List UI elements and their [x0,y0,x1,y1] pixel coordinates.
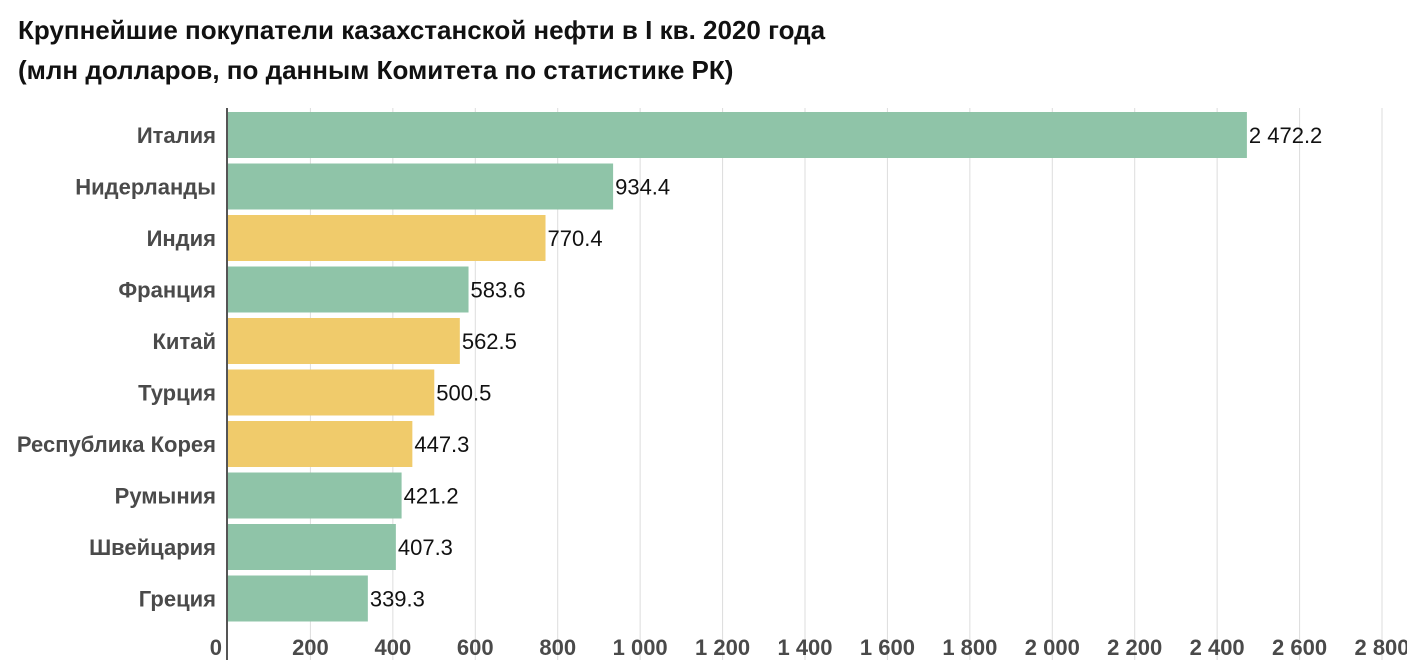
x-tick-label: 0 [210,635,222,660]
data-label: 934.4 [615,175,670,200]
category-label: Индия [147,226,216,251]
category-label: Турция [138,381,216,406]
chart-title: Крупнейшие покупатели казахстанской нефт… [18,15,826,45]
data-label: 770.4 [548,226,603,251]
x-tick-label: 1 600 [860,635,915,660]
category-label: Нидерланды [75,175,216,200]
category-label: Румыния [115,484,216,509]
category-label: Франция [118,278,216,303]
x-tick-label: 1 800 [942,635,997,660]
chart-title-block: Крупнейшие покупатели казахстанской нефт… [18,10,1388,90]
bar [228,575,368,622]
data-label: 339.3 [370,587,425,612]
category-label: Швейцария [89,535,216,560]
bar [228,112,1247,158]
bar [228,163,614,210]
data-label: 421.2 [404,484,459,509]
labels: 0 200 400 600 800 1 000 1 200 1 400 1 600 1 800 2 … [17,123,1407,660]
data-label: 407.3 [398,535,453,560]
bar [228,318,460,364]
x-tick-label: 1 200 [695,635,750,660]
category-label: Республика Корея [17,432,216,457]
data-label: 500.5 [436,381,491,406]
x-tick-label: 400 [374,635,411,660]
x-tick-label: 200 [292,635,329,660]
category-label: Китай [153,329,217,354]
x-tick-label: 2 000 [1025,635,1080,660]
bar [228,421,413,467]
bar [228,472,402,519]
x-tick-label: 1 400 [777,635,832,660]
x-tick-label: 2 200 [1107,635,1162,660]
x-tick-label: 2 400 [1190,635,1245,660]
x-tick-label: 2 600 [1272,635,1327,660]
grid-lines [309,108,1383,660]
category-label: Греция [139,587,216,612]
category-label: Италия [137,123,216,148]
bars [228,112,1247,622]
chart-subtitle: (млн долларов, по данным Комитета по ста… [18,55,734,85]
x-tick-label: 800 [539,635,576,660]
data-label: 2 472.2 [1249,123,1322,148]
data-label: 447.3 [414,432,469,457]
data-label: 583.6 [471,278,526,303]
bar [228,266,469,313]
x-tick-label: 2 800 [1354,635,1407,660]
bar [228,369,435,416]
bar [228,524,396,570]
data-label: 562.5 [462,329,517,354]
x-tick-label: 1 000 [613,635,668,660]
x-tick-label: 600 [457,635,494,660]
bar [228,215,546,261]
